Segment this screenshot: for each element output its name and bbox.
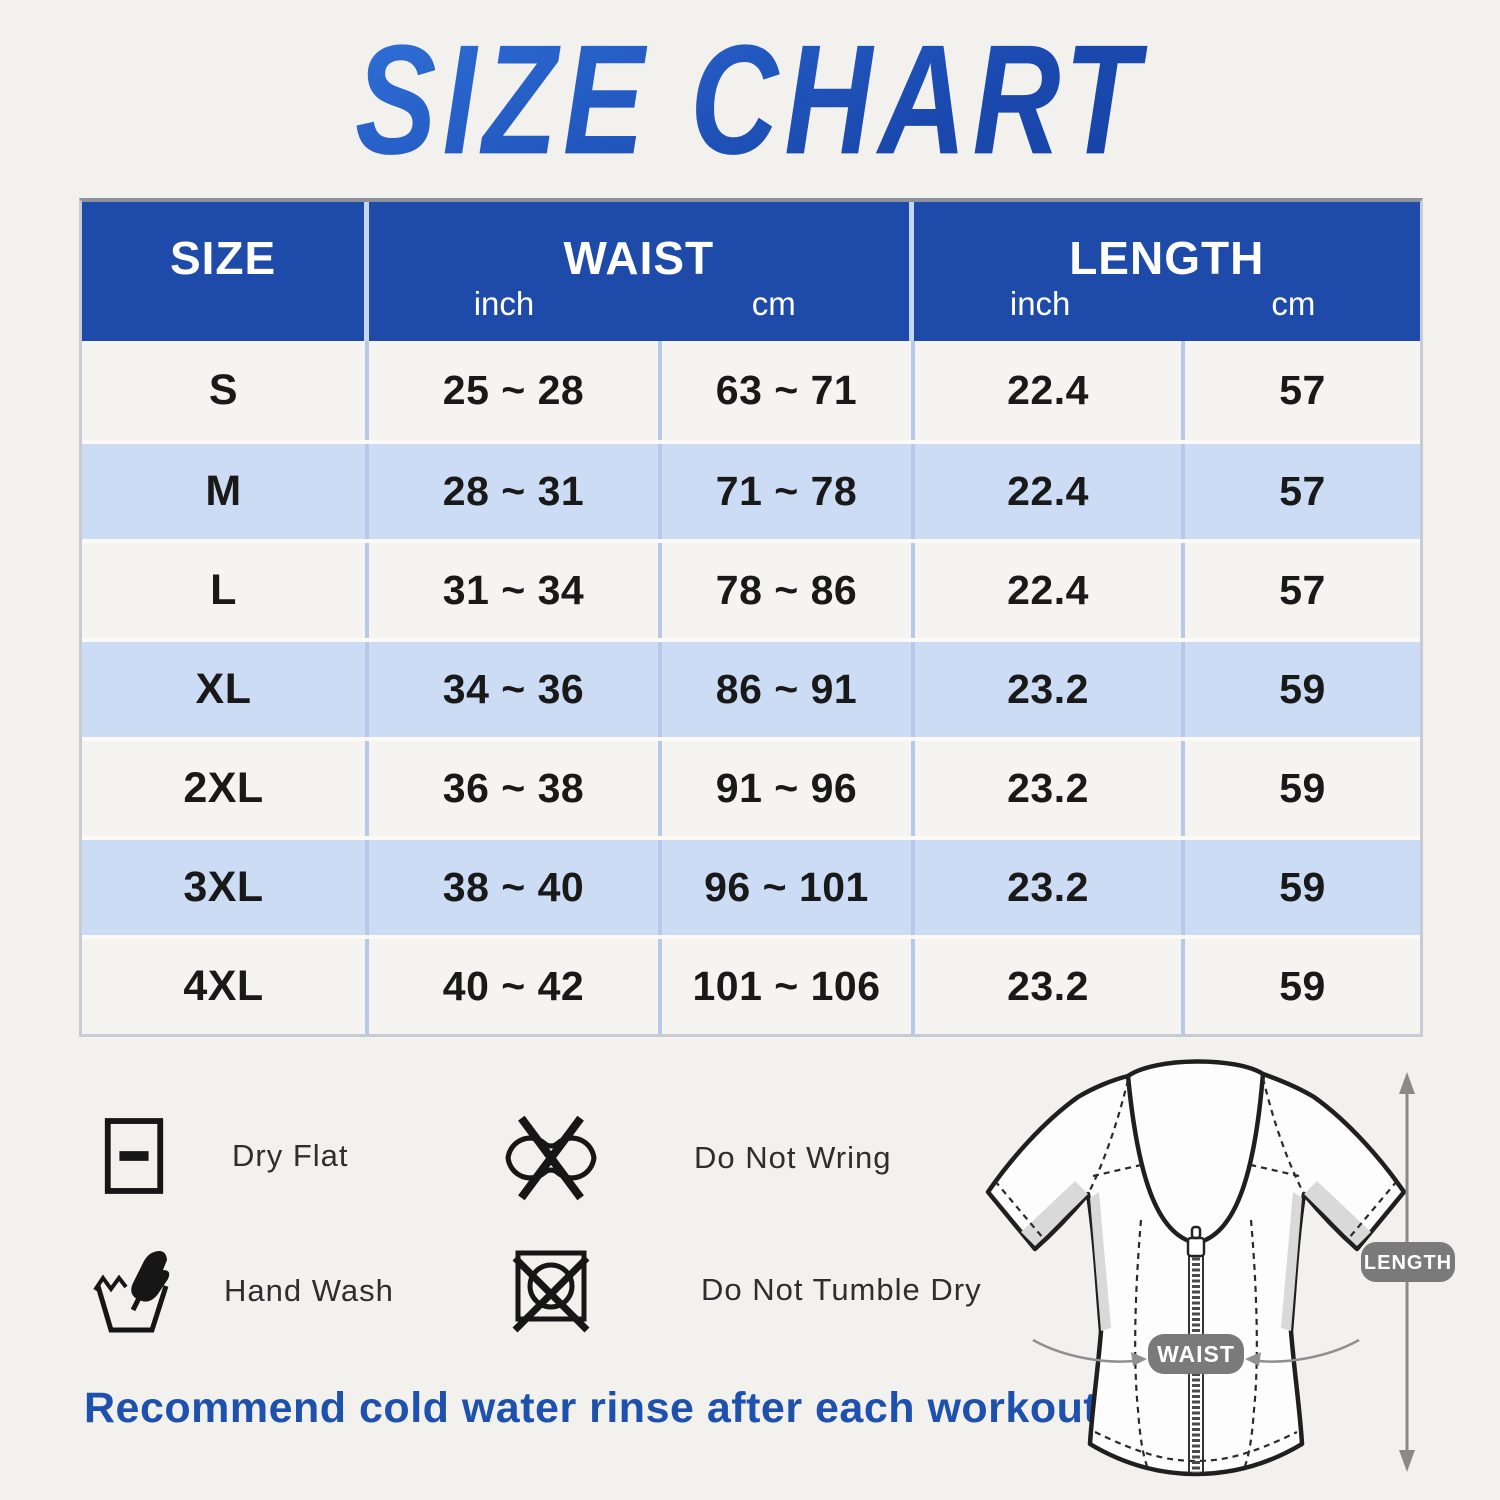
cell-waist-inch: 38 ~ 40 [365, 840, 658, 935]
unit-label-waist-cm: cm [751, 285, 796, 322]
size-table: SIZE WAIST inch cm LENGTH inch cm S [79, 198, 1423, 1037]
length-badge-label: LENGTH [1364, 1252, 1452, 1274]
header-cell-length: LENGTH inch cm [908, 202, 1420, 341]
cell-length-cm: 57 [1181, 543, 1420, 638]
size-table-body: S 25 ~ 28 63 ~ 71 22.4 57 M 28 ~ 31 71 ~… [82, 341, 1420, 1034]
do-not-wring-icon [498, 1112, 694, 1204]
cell-size: XL [195, 665, 252, 713]
page-title: SIZE CHART [0, 10, 1500, 190]
waist-badge-label: WAIST [1157, 1341, 1235, 1367]
cell-length-inch: 22.4 [911, 543, 1181, 638]
care-label: Dry Flat [232, 1138, 349, 1173]
cell-length-inch: 23.2 [911, 840, 1181, 935]
care-item-do-not-tumble-dry: Do Not Tumble Dry [505, 1244, 982, 1336]
cell-waist-inch: 31 ~ 34 [365, 543, 658, 638]
length-badge [1361, 1242, 1455, 1282]
cell-length-inch: 23.2 [911, 642, 1181, 737]
cell-waist-cm: 63 ~ 71 [658, 341, 911, 440]
cell-length-inch: 22.4 [911, 444, 1181, 539]
vest-outline [985, 1059, 1407, 1477]
cell-length-inch: 23.2 [911, 741, 1181, 836]
table-row-xl: XL 34 ~ 36 86 ~ 91 23.2 59 [82, 638, 1420, 737]
cell-waist-cm: 78 ~ 86 [658, 543, 911, 638]
column-header-size: SIZE [169, 232, 277, 284]
table-row-4xl: 4XL 40 ~ 42 101 ~ 106 23.2 59 [82, 935, 1420, 1034]
recommendation-note: Recommend cold water rinse after each wo… [84, 1384, 1111, 1432]
cell-length-cm: 59 [1181, 939, 1420, 1034]
table-row-m: M 28 ~ 31 71 ~ 78 22.4 57 [82, 440, 1420, 539]
cell-size: L [210, 566, 237, 614]
cell-length-cm: 59 [1181, 741, 1420, 836]
table-row-3xl: 3XL 38 ~ 40 96 ~ 101 23.2 59 [82, 836, 1420, 935]
cell-waist-inch: 28 ~ 31 [365, 444, 658, 539]
care-item-do-not-wring: Do Not Wring [498, 1112, 892, 1204]
cell-size: 4XL [183, 962, 264, 1010]
cell-length-inch: 23.2 [911, 939, 1181, 1034]
header-cell-size: SIZE [82, 202, 364, 341]
cell-length-cm: 57 [1181, 341, 1420, 440]
cell-length-cm: 59 [1181, 642, 1420, 737]
care-label: Do Not Wring [694, 1140, 892, 1175]
cell-waist-inch: 36 ~ 38 [365, 741, 658, 836]
do-not-tumble-dry-icon [505, 1244, 701, 1336]
cell-size: 2XL [183, 764, 264, 812]
hand-wash-icon [92, 1248, 224, 1334]
garment-diagram: WAIST LENGTH [985, 1059, 1455, 1477]
cell-length-inch: 22.4 [911, 341, 1181, 440]
cell-waist-cm: 101 ~ 106 [658, 939, 911, 1034]
cell-waist-cm: 91 ~ 96 [658, 741, 911, 836]
column-header-waist: WAIST [563, 232, 715, 284]
cell-size: 3XL [183, 863, 264, 911]
cell-waist-inch: 34 ~ 36 [365, 642, 658, 737]
header-cell-waist: WAIST inch cm [364, 202, 908, 341]
cell-waist-inch: 40 ~ 42 [365, 939, 658, 1034]
unit-label-waist-inch: inch [473, 285, 535, 322]
care-label: Hand Wash [224, 1273, 394, 1308]
waist-arrows [1032, 1338, 1360, 1363]
table-row-2xl: 2XL 36 ~ 38 91 ~ 96 23.2 59 [82, 737, 1420, 836]
cell-waist-cm: 86 ~ 91 [658, 642, 911, 737]
table-row-s: S 25 ~ 28 63 ~ 71 22.4 57 [82, 341, 1420, 440]
cell-length-cm: 59 [1181, 840, 1420, 935]
size-units-spacer [82, 285, 364, 341]
care-item-dry-flat: Dry Flat [100, 1116, 349, 1196]
cell-waist-inch: 25 ~ 28 [365, 341, 658, 440]
cell-waist-cm: 71 ~ 78 [658, 444, 911, 539]
dry-flat-icon [100, 1116, 232, 1196]
cell-waist-cm: 96 ~ 101 [658, 840, 911, 935]
cell-size: M [205, 467, 242, 515]
cell-size: S [208, 366, 239, 414]
care-label: Do Not Tumble Dry [701, 1272, 982, 1307]
table-row-l: L 31 ~ 34 78 ~ 86 22.4 57 [82, 539, 1420, 638]
care-item-hand-wash: Hand Wash [92, 1248, 394, 1334]
waist-badge [1148, 1334, 1244, 1374]
unit-label-length-cm: cm [1271, 285, 1316, 322]
column-header-length: LENGTH [1069, 232, 1265, 284]
unit-label-length-inch: inch [1009, 285, 1071, 322]
cell-length-cm: 57 [1181, 444, 1420, 539]
size-table-header: SIZE WAIST inch cm LENGTH inch cm [82, 202, 1420, 341]
